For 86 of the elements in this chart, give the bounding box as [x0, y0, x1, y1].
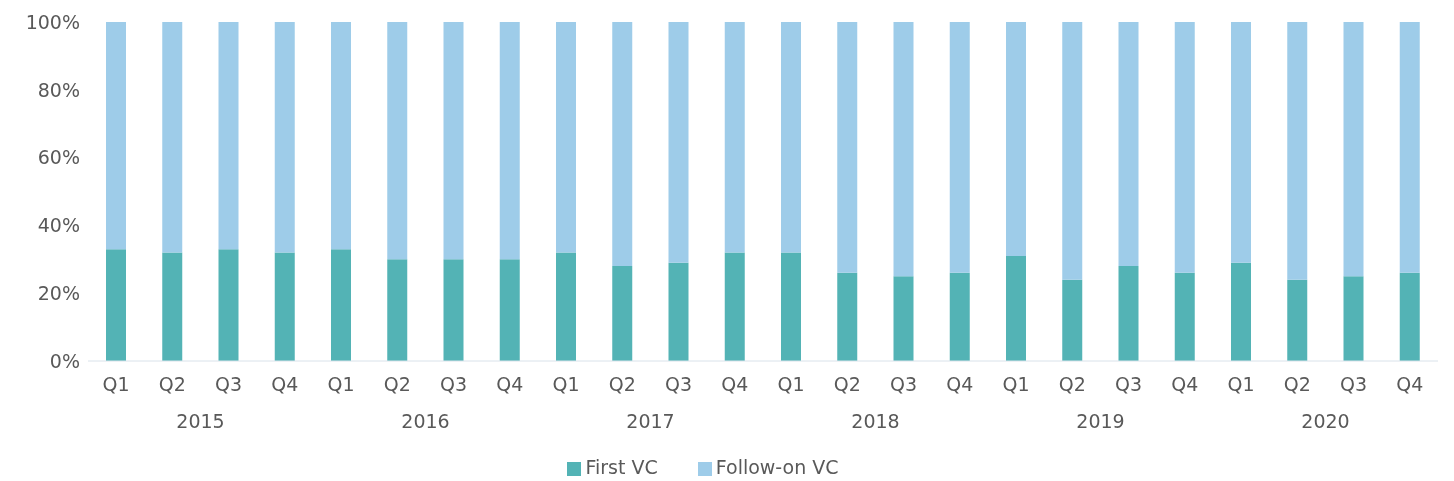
x-tick-label: Q4 — [271, 373, 299, 395]
bar — [1118, 266, 1139, 361]
legend-label: Follow-on VC — [715, 456, 839, 478]
bar — [1118, 22, 1139, 267]
y-tick-label: 100% — [25, 10, 80, 33]
bar — [1174, 22, 1195, 273]
bar — [387, 259, 408, 361]
x-tick-label: Q1 — [102, 373, 130, 395]
legend-label: First VC — [585, 456, 658, 478]
bar — [274, 22, 295, 253]
y-tick-label: 80% — [37, 78, 80, 101]
x-tick-label: Q4 — [721, 373, 749, 395]
bar — [1006, 22, 1026, 256]
bar — [1231, 262, 1251, 361]
bar — [1399, 22, 1420, 273]
bar — [893, 22, 914, 277]
bar — [893, 276, 914, 361]
y-tick-label: 20% — [37, 281, 80, 304]
bar — [556, 252, 576, 361]
x-tick-label: Q2 — [833, 373, 861, 395]
x-tick-label: Q3 — [890, 373, 918, 395]
bar — [1343, 22, 1364, 277]
x-tick-label: Q4 — [946, 373, 974, 395]
x-tick-label: Q3 — [1340, 373, 1368, 395]
bar — [781, 22, 801, 253]
bar — [499, 22, 520, 260]
bar — [1287, 279, 1308, 361]
bar — [724, 252, 745, 361]
bar — [668, 22, 689, 263]
bar — [218, 249, 239, 361]
bar — [1399, 272, 1420, 361]
bar — [1343, 276, 1364, 361]
bar — [387, 22, 408, 260]
x-tick-label: Q1 — [1002, 373, 1030, 395]
bar — [274, 252, 295, 361]
x-tick-label: Q2 — [1058, 373, 1086, 395]
text: 2017 — [625, 410, 676, 432]
bar — [1174, 272, 1195, 361]
bar — [106, 22, 126, 250]
bar — [724, 22, 745, 253]
bar — [218, 22, 239, 250]
bar — [1287, 22, 1308, 280]
y-tick-label: 40% — [37, 214, 80, 237]
y-tick-label: 0% — [49, 349, 80, 372]
bar — [837, 22, 858, 273]
bar — [443, 22, 464, 260]
bar — [1062, 22, 1083, 280]
x-tick-label: Q2 — [383, 373, 411, 395]
x-tick-label: Q1 — [327, 373, 355, 395]
bar — [162, 22, 183, 253]
x-tick-label: Q2 — [158, 373, 186, 395]
x-tick-label: Q1 — [552, 373, 580, 395]
bar — [1062, 279, 1083, 361]
bar — [1231, 22, 1251, 263]
bar — [949, 22, 970, 273]
bar — [612, 22, 633, 267]
x-tick-label: Q4 — [1396, 373, 1424, 395]
x-tick-label: Q3 — [215, 373, 243, 395]
y-tick-label: 60% — [37, 146, 80, 169]
bar — [949, 272, 970, 361]
bar — [331, 249, 351, 361]
x-tick-label: Q3 — [665, 373, 693, 395]
x-tick-label: Q4 — [496, 373, 524, 395]
x-tick-label: Q3 — [440, 373, 468, 395]
text: 2016 — [400, 410, 451, 432]
bar — [668, 262, 689, 361]
bar — [331, 22, 351, 250]
bar — [443, 259, 464, 361]
x-tick-label: Q1 — [1227, 373, 1255, 395]
bar — [162, 252, 183, 361]
text: 2015 — [175, 410, 226, 432]
x-tick-label: Q2 — [1283, 373, 1311, 395]
bar — [612, 266, 633, 361]
x-tick-label: Q3 — [1115, 373, 1143, 395]
bar — [837, 272, 858, 361]
bar — [556, 22, 576, 253]
text: 2019 — [1075, 410, 1126, 432]
bar — [781, 252, 801, 361]
bar — [106, 249, 126, 361]
text: 2020 — [1300, 410, 1351, 432]
x-tick-label: Q2 — [608, 373, 636, 395]
bar — [499, 259, 520, 361]
bar — [1006, 255, 1026, 361]
x-tick-label: Q4 — [1171, 373, 1199, 395]
text: 2018 — [850, 410, 901, 432]
x-tick-label: Q1 — [777, 373, 805, 395]
